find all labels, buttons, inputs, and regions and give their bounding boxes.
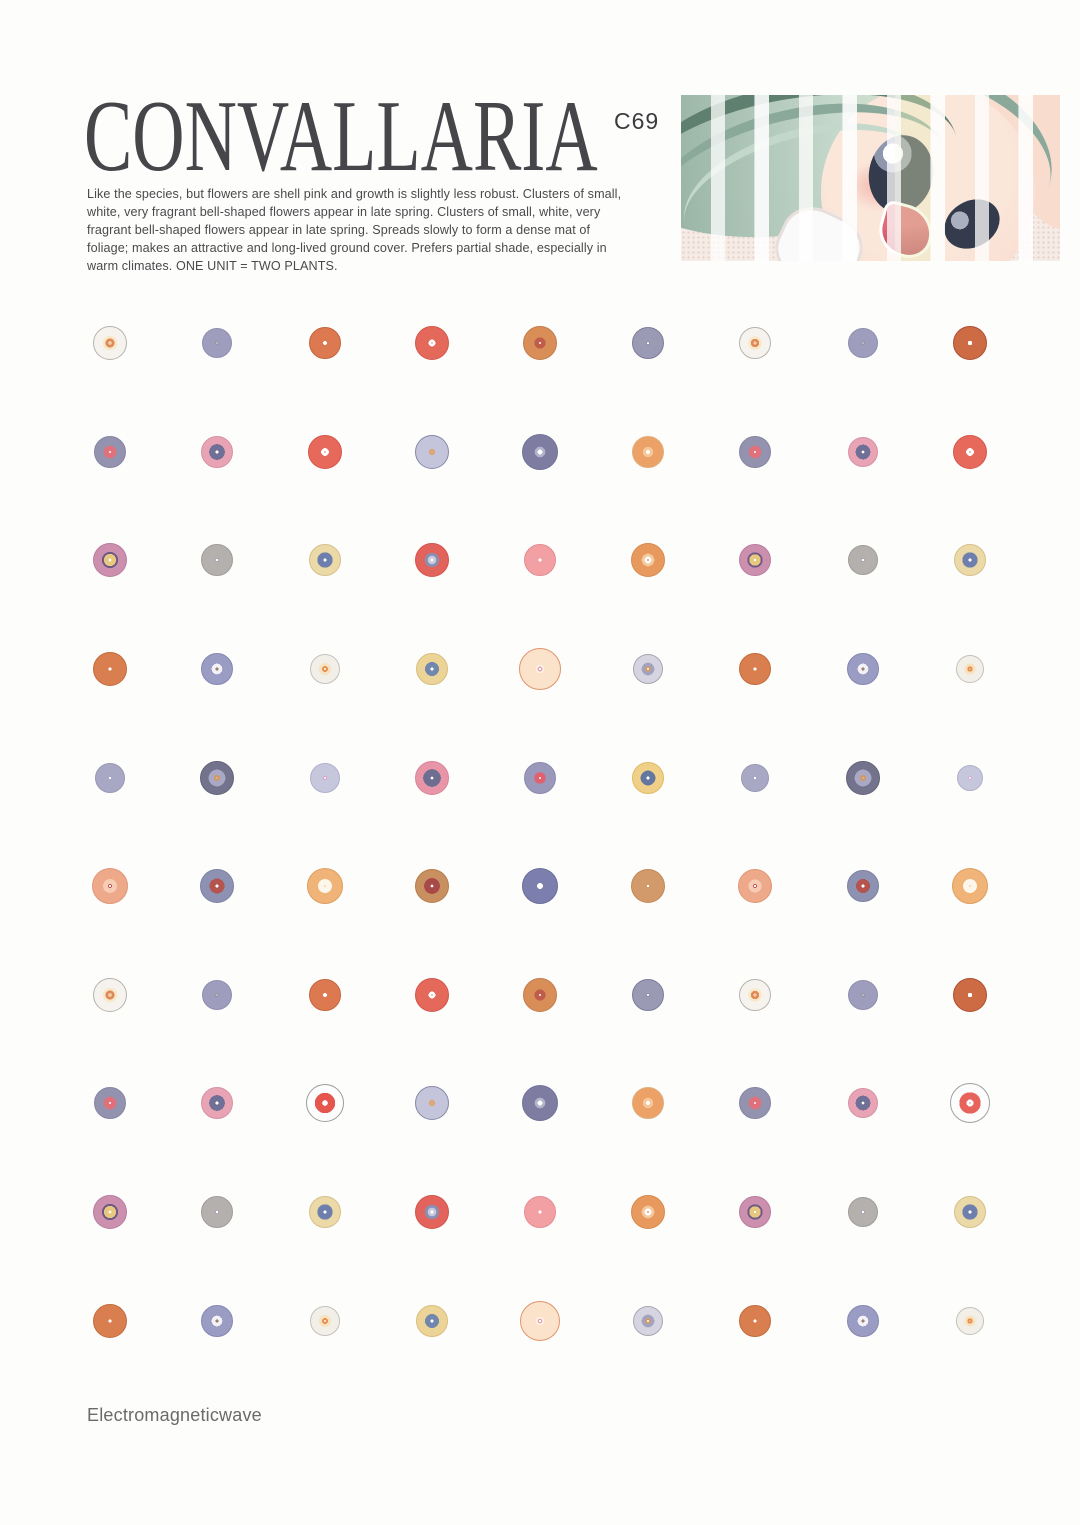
dot — [306, 868, 343, 905]
dot — [93, 435, 126, 468]
dot — [200, 760, 235, 795]
dot — [956, 1306, 985, 1335]
dot — [201, 1196, 234, 1229]
dot — [309, 654, 340, 685]
dot — [952, 868, 989, 905]
dot — [738, 869, 773, 904]
dot — [200, 869, 235, 904]
dot — [957, 764, 984, 791]
dot — [846, 653, 879, 686]
dot — [308, 978, 341, 1011]
dot — [631, 978, 664, 1011]
dot — [846, 870, 879, 903]
dot — [415, 326, 450, 361]
dot — [847, 1197, 878, 1228]
dot — [739, 1087, 772, 1120]
dot — [741, 763, 770, 792]
dot — [631, 1087, 664, 1120]
dot-grid — [56, 289, 1024, 1375]
stripes-overlay — [681, 95, 1060, 261]
dot — [631, 761, 664, 794]
dot — [92, 1195, 127, 1230]
dot — [523, 761, 556, 794]
dot — [953, 977, 988, 1012]
dot — [201, 1087, 234, 1120]
dot — [201, 435, 234, 468]
dot — [309, 1305, 340, 1336]
dot — [632, 654, 663, 685]
dot — [92, 326, 127, 361]
dot — [308, 1196, 341, 1229]
dot — [518, 648, 561, 691]
dot — [415, 1086, 450, 1121]
dot — [519, 1300, 560, 1341]
dot — [847, 328, 878, 359]
dot — [953, 434, 988, 469]
dot — [201, 653, 234, 686]
dot — [92, 977, 127, 1012]
dot — [202, 979, 233, 1010]
dot — [630, 869, 665, 904]
dot — [416, 653, 449, 686]
dot — [308, 544, 341, 577]
dot — [94, 762, 125, 793]
dot — [953, 326, 988, 361]
dot — [847, 545, 878, 576]
dot — [309, 762, 340, 793]
dot — [92, 543, 127, 578]
dot — [201, 1304, 234, 1337]
dot — [631, 327, 664, 360]
dot — [522, 326, 557, 361]
dot — [92, 652, 127, 687]
dot — [201, 544, 234, 577]
dot — [847, 436, 878, 467]
header: CONVALLARIA C69 — [84, 80, 807, 193]
dot — [415, 869, 450, 904]
dot — [415, 1195, 450, 1230]
dot — [739, 653, 772, 686]
dot — [415, 977, 450, 1012]
footer-credit: Electromagneticwave — [87, 1405, 262, 1425]
dot — [630, 1195, 665, 1230]
dot — [630, 543, 665, 578]
title-superscript: C69 — [614, 108, 660, 134]
dot — [521, 433, 558, 470]
dot — [845, 760, 880, 795]
dot — [739, 978, 772, 1011]
dot — [521, 1085, 558, 1122]
dot — [415, 543, 450, 578]
dot — [416, 1304, 449, 1337]
dot — [956, 655, 985, 684]
dot — [631, 435, 664, 468]
dot — [632, 1305, 663, 1336]
dot — [415, 434, 450, 469]
dot — [739, 1196, 772, 1229]
dot — [202, 328, 233, 359]
dot — [739, 544, 772, 577]
dot — [846, 1304, 879, 1337]
dot — [93, 1087, 126, 1120]
dot — [739, 1304, 772, 1337]
dot — [523, 544, 556, 577]
dot — [954, 544, 987, 577]
dot — [307, 434, 342, 469]
dot — [305, 1084, 344, 1123]
dot — [954, 1196, 987, 1229]
dot — [950, 1083, 991, 1124]
dot — [739, 435, 772, 468]
dot — [415, 760, 450, 795]
dot — [739, 327, 772, 360]
dot — [308, 327, 341, 360]
dot — [847, 1088, 878, 1119]
dot — [92, 1303, 127, 1338]
page-title: CONVALLARIA — [84, 80, 598, 193]
dot — [91, 868, 128, 905]
anime-girl-illustration — [681, 95, 1060, 261]
dot — [521, 868, 558, 905]
dot — [847, 979, 878, 1010]
description-text: Like the species, but flowers are shell … — [87, 187, 622, 273]
dot — [523, 1196, 556, 1229]
dot — [522, 977, 557, 1012]
